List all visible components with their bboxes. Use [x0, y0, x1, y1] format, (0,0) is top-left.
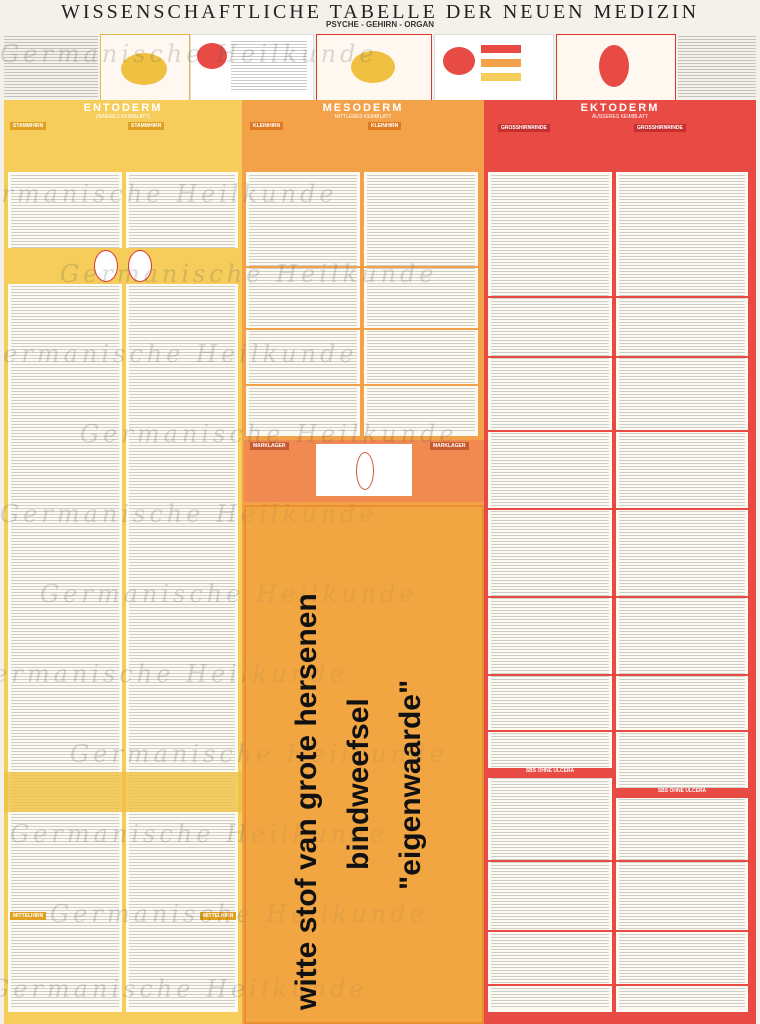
entoderm-left-head: STAMMHIRN	[10, 122, 47, 130]
organ-icon	[94, 250, 118, 282]
watermark: Germanische Heilkunde	[80, 420, 458, 448]
brainstem-diagram	[100, 34, 190, 102]
overlay-text-1: witte stof van grote hersenen	[290, 593, 323, 1010]
mesoderm-subtitle: MITTLERES KEIMBLATT	[334, 114, 392, 120]
marklager-diagram	[316, 444, 412, 496]
organ-diagram-icon	[443, 47, 475, 75]
watermark: Germanische Heilkunde	[0, 40, 378, 68]
brain-diagram-icon	[351, 51, 395, 83]
organ-diagram	[190, 34, 314, 102]
entoderm-right-column	[126, 172, 238, 1012]
mesoderm-title: MESODERM	[322, 102, 404, 114]
entoderm-left-column	[8, 172, 122, 1012]
ektoderm-right-column	[616, 172, 748, 1012]
entoderm-zone: ENTODERM (INNERES KEIMBLATT) STAMMHIRN S…	[4, 100, 242, 1024]
overlay-text-3: "eigenwaarde"	[394, 679, 427, 890]
sbs-right-head: SBS OHNE ULCERA	[616, 788, 748, 798]
entoderm-organ-band	[4, 248, 242, 284]
entoderm-lower-right-head: MITTELHIRN	[200, 912, 237, 920]
mesoderm-right-head: KLEINHIRN	[368, 122, 402, 130]
header-strip	[0, 30, 760, 102]
ektoderm-subtitle: ÄUSSERES KEIMBLATT	[591, 114, 649, 120]
organ-diagram-icon	[197, 43, 227, 69]
marklager-box: MARKLAGER MARKLAGER	[244, 440, 484, 502]
cortex-diagram-2	[556, 34, 676, 102]
watermark: Germanische Heilkunde	[0, 340, 358, 368]
ektoderm-title: EKTODERM	[580, 102, 660, 114]
marklager-left-head: MARKLAGER	[250, 442, 289, 450]
highlight-overlay	[244, 505, 484, 1024]
entoderm-lower-left-head: MITTELHIRN	[10, 912, 47, 920]
overlay-text-2: bindweefsel	[342, 698, 375, 870]
watermark: Germanische Heilkunde	[60, 260, 438, 288]
organ-icon	[128, 250, 152, 282]
ektoderm-left-column	[488, 172, 612, 1012]
ektoderm-zone: EKTODERM ÄUSSERES KEIMBLATT GROSSHIRNRIN…	[484, 100, 756, 1024]
ektoderm-right-head: GROSSHIRNRINDE	[634, 124, 686, 132]
watermark: Germanische Heilkunde	[0, 180, 338, 208]
brain-diagram-icon	[599, 45, 629, 87]
body-diagram-icon	[356, 452, 374, 490]
mesoderm-right-column	[364, 172, 478, 436]
organ-diagram-2	[434, 34, 554, 102]
entoderm-subtitle: (INNERES KEIMBLATT)	[95, 114, 151, 120]
brain-diagram-icon	[121, 53, 167, 85]
sbs-left-head: SBS OHNE ULCERA	[488, 768, 612, 778]
poster-subtitle: PSYCHE - GEHIRN - ORGAN	[325, 20, 434, 29]
entoderm-right-head: STAMMHIRN	[128, 122, 165, 130]
entoderm-highlight-band	[4, 772, 242, 812]
legend-text-block	[678, 36, 756, 98]
poster-title: WISSENSCHAFTLICHE TABELLE DER NEUEN MEDI…	[60, 1, 700, 23]
intro-text-block	[4, 36, 98, 98]
ektoderm-left-head: GROSSHIRNRINDE	[498, 124, 550, 132]
mesoderm-left-column	[246, 172, 360, 436]
marklager-right-head: MARKLAGER	[430, 442, 469, 450]
mesoderm-left-head: KLEINHIRN	[250, 122, 284, 130]
entoderm-title: ENTODERM	[83, 102, 163, 114]
diagram-caption	[231, 41, 307, 91]
